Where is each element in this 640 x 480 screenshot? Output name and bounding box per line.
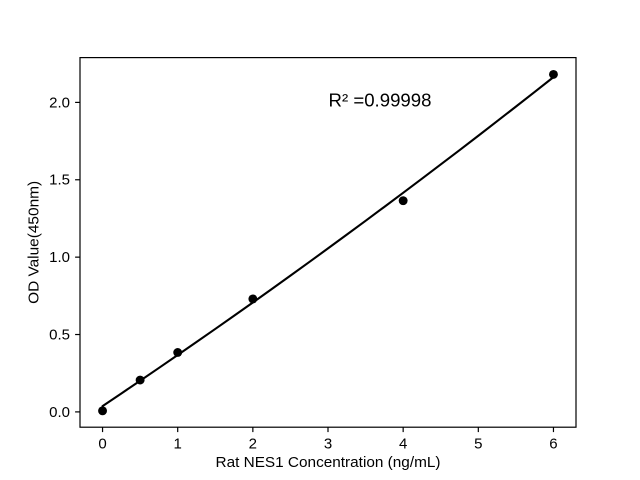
svg-text:0.0: 0.0: [49, 404, 70, 421]
svg-text:1.5: 1.5: [49, 172, 70, 189]
svg-text:R² =0.99998: R² =0.99998: [329, 91, 432, 111]
svg-text:5: 5: [474, 436, 482, 453]
svg-text:4: 4: [399, 436, 407, 453]
svg-text:3: 3: [324, 436, 332, 453]
svg-text:2.0: 2.0: [49, 94, 70, 111]
svg-text:2: 2: [249, 436, 257, 453]
svg-text:OD Value(450nm): OD Value(450nm): [26, 181, 43, 304]
svg-text:1.0: 1.0: [49, 249, 70, 266]
svg-text:Rat NES1 Concentration (ng/mL): Rat NES1 Concentration (ng/mL): [216, 454, 441, 471]
svg-text:1: 1: [174, 436, 182, 453]
svg-text:0.5: 0.5: [49, 326, 70, 343]
svg-text:6: 6: [549, 436, 557, 453]
svg-text:0: 0: [98, 436, 106, 453]
